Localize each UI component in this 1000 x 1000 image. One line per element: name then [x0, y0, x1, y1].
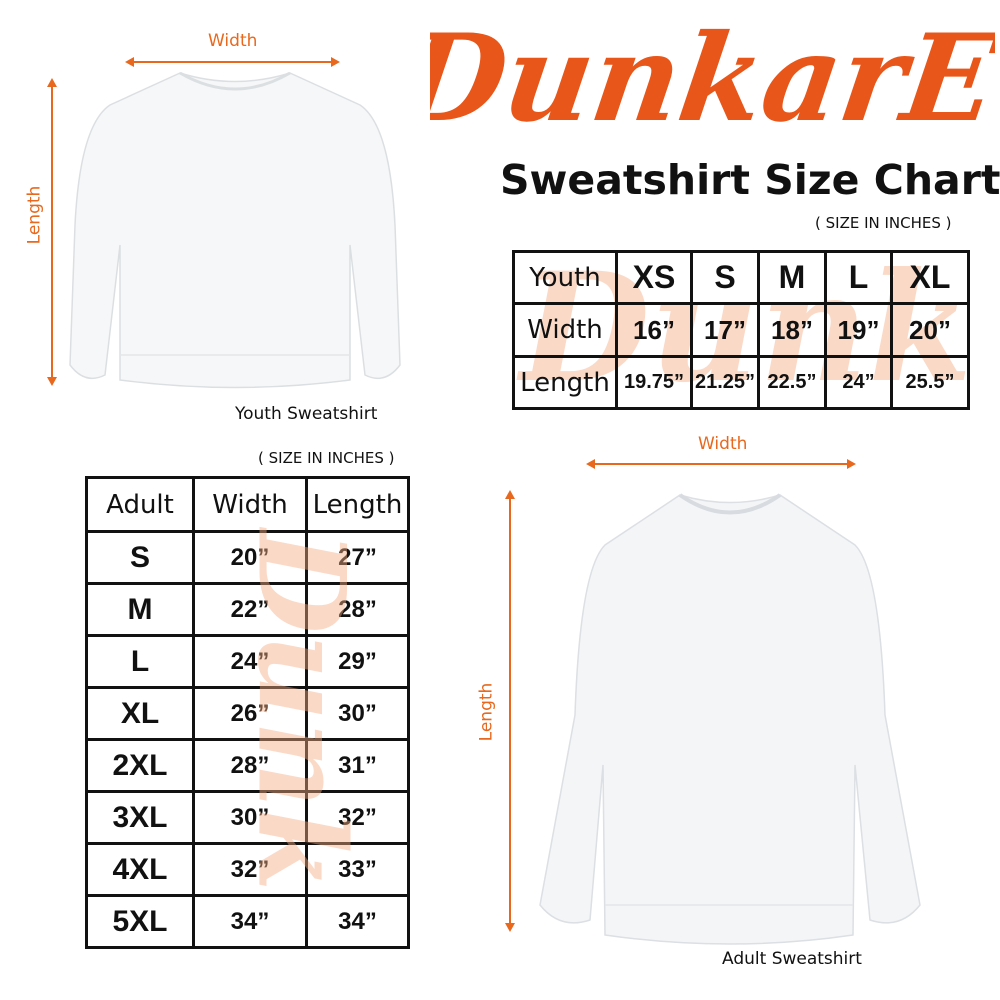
- table-cell: 24”: [824, 355, 893, 410]
- row-label: 2XL: [85, 738, 195, 793]
- adult-units-note: ( SIZE IN INCHES ): [258, 449, 395, 467]
- table-cell: 26”: [192, 686, 308, 741]
- table-cell: 30”: [192, 790, 308, 845]
- svg-text:DunkarE: DunkarE: [430, 9, 995, 149]
- table-cell: 28”: [305, 582, 410, 637]
- row-label: S: [85, 530, 195, 585]
- adult-caption: Adult Sweatshirt: [722, 949, 862, 969]
- brand-logo: DunkarE: [389, 0, 1000, 150]
- header-cell: XL: [890, 250, 970, 305]
- table-header-row: Youth XS S M L XL: [512, 250, 970, 305]
- table-cell: 20”: [890, 302, 970, 358]
- adult-width-arrow: [586, 459, 856, 469]
- table-row: 5XL 34” 34”: [85, 894, 410, 949]
- row-label: XL: [85, 686, 195, 741]
- table-cell: 24”: [192, 634, 308, 689]
- table-cell: 22.5”: [757, 355, 827, 410]
- table-cell: 29”: [305, 634, 410, 689]
- row-label: L: [85, 634, 195, 689]
- table-cell: 17”: [690, 302, 760, 358]
- adult-width-label: Width: [698, 434, 748, 454]
- table-row: M 22” 28”: [85, 582, 410, 637]
- adult-length-arrow: [505, 490, 515, 932]
- table-row: 4XL 32” 33”: [85, 842, 410, 897]
- table-row: 2XL 28” 31”: [85, 738, 410, 793]
- adult-size-table: Adult Width Length S 20” 27” M 22” 28” L 24” 29”…: [85, 476, 410, 949]
- header-cell: S: [690, 250, 760, 305]
- header-cell: Length: [305, 476, 410, 533]
- adult-sweatshirt-image: [539, 493, 921, 945]
- table-cell: 22”: [192, 582, 308, 637]
- table-cell: 31”: [305, 738, 410, 793]
- header-cell: XS: [615, 250, 693, 305]
- youth-size-table: Youth XS S M L XL Width 16” 17” 18” 19” …: [512, 250, 970, 410]
- units-note: ( SIZE IN INCHES ): [815, 214, 952, 232]
- row-label: 5XL: [85, 894, 195, 949]
- table-row: L 24” 29”: [85, 634, 410, 689]
- table-cell: 33”: [305, 842, 410, 897]
- header-cell: Adult: [85, 476, 195, 533]
- table-cell: 28”: [192, 738, 308, 793]
- table-cell: 21.25”: [690, 355, 760, 410]
- table-row: S 20” 27”: [85, 530, 410, 585]
- page-title: Sweatshirt Size Chart: [500, 156, 1000, 204]
- table-cell: 27”: [305, 530, 410, 585]
- table-cell: 32”: [192, 842, 308, 897]
- table-row: XL 26” 30”: [85, 686, 410, 741]
- header-cell: L: [824, 250, 893, 305]
- table-cell: 16”: [615, 302, 693, 358]
- table-row: 3XL 30” 32”: [85, 790, 410, 845]
- table-header-row: Adult Width Length: [85, 476, 410, 533]
- row-label: Length: [512, 355, 618, 410]
- table-cell: 25.5”: [890, 355, 970, 410]
- row-label: 3XL: [85, 790, 195, 845]
- youth-width-label: Width: [208, 31, 258, 51]
- table-cell: 20”: [192, 530, 308, 585]
- header-cell: M: [757, 250, 827, 305]
- row-label: M: [85, 582, 195, 637]
- table-cell: 34”: [305, 894, 410, 949]
- table-cell: 19.75”: [615, 355, 693, 410]
- row-label: Width: [512, 302, 618, 358]
- header-cell: Youth: [512, 250, 618, 305]
- table-cell: 19”: [824, 302, 893, 358]
- youth-length-arrow: [47, 78, 57, 386]
- table-cell: 32”: [305, 790, 410, 845]
- table-cell: 34”: [192, 894, 308, 949]
- table-cell: 30”: [305, 686, 410, 741]
- youth-width-arrow: [125, 57, 340, 67]
- youth-caption: Youth Sweatshirt: [235, 404, 378, 424]
- row-label: 4XL: [85, 842, 195, 897]
- table-cell: 18”: [757, 302, 827, 358]
- adult-length-label: Length: [476, 682, 497, 742]
- table-row: Width 16” 17” 18” 19” 20”: [512, 302, 970, 358]
- table-row: Length 19.75” 21.25” 22.5” 24” 25.5”: [512, 355, 970, 410]
- youth-sweatshirt-image: [69, 71, 401, 389]
- header-cell: Width: [192, 476, 308, 533]
- youth-length-label: Length: [24, 185, 45, 245]
